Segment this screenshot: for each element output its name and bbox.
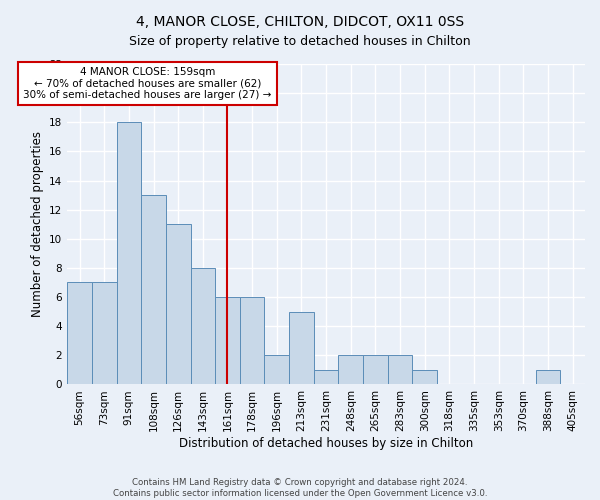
Text: Contains HM Land Registry data © Crown copyright and database right 2024.
Contai: Contains HM Land Registry data © Crown c… [113, 478, 487, 498]
Bar [141, 195, 166, 384]
Bar [536, 370, 560, 384]
Bar [363, 356, 388, 384]
X-axis label: Distribution of detached houses by size in Chilton: Distribution of detached houses by size … [179, 437, 473, 450]
Bar [67, 282, 92, 384]
Bar [92, 282, 116, 384]
Bar [412, 370, 437, 384]
Bar [116, 122, 141, 384]
Bar [191, 268, 215, 384]
Bar [289, 312, 314, 384]
Bar [265, 356, 289, 384]
Bar [240, 297, 265, 384]
Bar [314, 370, 338, 384]
Text: Size of property relative to detached houses in Chilton: Size of property relative to detached ho… [129, 35, 471, 48]
Bar [166, 224, 191, 384]
Bar [338, 356, 363, 384]
Y-axis label: Number of detached properties: Number of detached properties [31, 131, 44, 317]
Bar [388, 356, 412, 384]
Text: 4, MANOR CLOSE, CHILTON, DIDCOT, OX11 0SS: 4, MANOR CLOSE, CHILTON, DIDCOT, OX11 0S… [136, 15, 464, 29]
Text: 4 MANOR CLOSE: 159sqm
← 70% of detached houses are smaller (62)
30% of semi-deta: 4 MANOR CLOSE: 159sqm ← 70% of detached … [23, 67, 272, 100]
Bar [215, 297, 240, 384]
